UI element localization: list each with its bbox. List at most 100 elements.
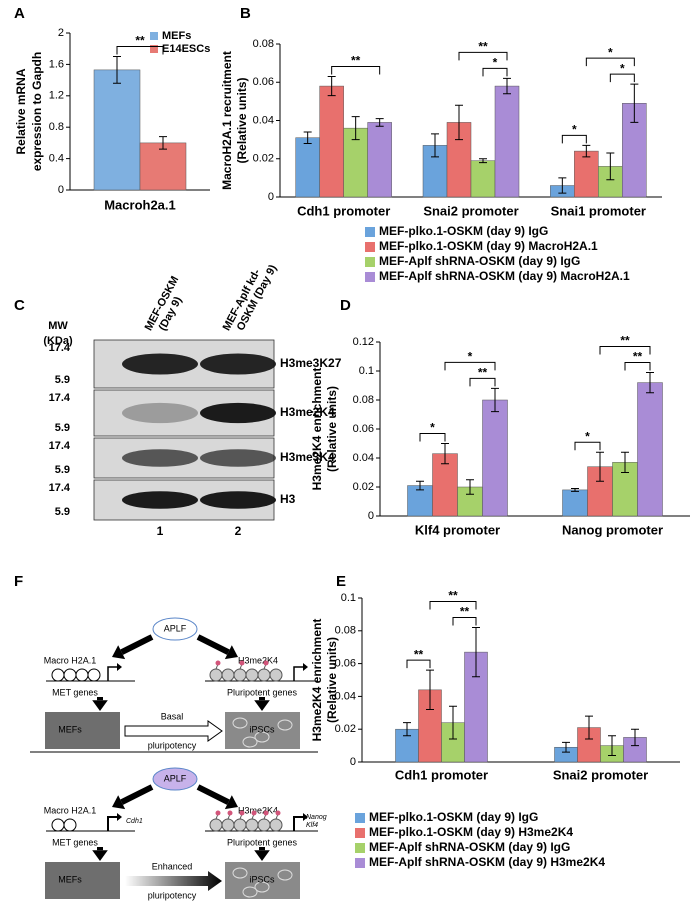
- error-bar: [441, 443, 449, 465]
- methyl-mark: [263, 810, 269, 816]
- arrow-label: Enhanced: [152, 861, 193, 871]
- panel-letter: C: [14, 297, 25, 314]
- process-arrow: [125, 871, 222, 891]
- significance-label: **: [620, 334, 630, 348]
- x-tick-label: Cdh1 promoter: [297, 203, 390, 218]
- error-bar: [455, 104, 463, 141]
- bar: [637, 382, 663, 517]
- significance-bracket: [469, 377, 496, 387]
- legend-swatch: [355, 813, 365, 823]
- legend-label: MEF-Aplf shRNA-OSKM (day 9) H3me2K4: [369, 855, 605, 869]
- significance-bracket: [624, 361, 651, 371]
- nucleosome: [257, 818, 271, 832]
- error-bar: [585, 715, 593, 740]
- significance-bracket: [482, 67, 508, 77]
- significance-label: *: [608, 45, 613, 59]
- legend-swatch: [355, 828, 365, 838]
- y-tick-label: 0.02: [335, 723, 356, 735]
- methyl-mark: [215, 810, 221, 816]
- error-bar: [631, 728, 639, 747]
- legend-label: MEF-plko.1-OSKM (day 9) IgG: [369, 810, 538, 824]
- gene-label: Pluripotent genes: [227, 837, 298, 847]
- significance-bracket: [406, 659, 431, 669]
- mw-marker: 5.9: [55, 422, 70, 434]
- legend-label: MEF-plko.1-OSKM (day 9) H3me2K4: [369, 825, 573, 839]
- legend-label: MEF-plko.1-OSKM (day 9) IgG: [379, 224, 548, 238]
- x-tick-label: Klf4 promoter: [415, 522, 500, 537]
- error-bar: [113, 56, 121, 84]
- process-label: pluripotency: [148, 740, 197, 750]
- y-tick-label: 0.08: [335, 625, 356, 637]
- y-tick-label: 0.02: [353, 481, 374, 493]
- colony: [232, 717, 248, 729]
- y-tick-label: 0: [368, 510, 374, 522]
- x-tick-label: Cdh1 promoter: [395, 767, 488, 782]
- methyl-mark: [215, 660, 221, 666]
- legend-swatch: [365, 227, 375, 237]
- methyl-mark: [227, 810, 233, 816]
- mark-label: Macro H2A.1: [44, 655, 97, 665]
- panel-letter: E: [336, 573, 346, 590]
- gene-label: Pluripotent genes: [227, 687, 298, 697]
- gene-name: Cdh1: [126, 818, 143, 825]
- significance-bracket: [116, 46, 164, 55]
- significance-bracket: [452, 617, 477, 626]
- methyl-mark: [239, 660, 245, 666]
- legend-label: MEF-plko.1-OSKM (day 9) MacroH2A.1: [379, 239, 598, 253]
- nucleosome: [221, 818, 235, 832]
- mw-marker: 17.4: [49, 482, 71, 494]
- cell-image: [45, 862, 120, 899]
- legend-swatch: [365, 242, 375, 252]
- y-tick-label: 0.04: [335, 690, 356, 702]
- mw-marker: 5.9: [55, 506, 70, 518]
- error-bar: [596, 451, 604, 482]
- cell-image: [45, 712, 120, 749]
- y-tick-label: 1.6: [49, 58, 64, 70]
- arrow-shaft: [120, 634, 154, 655]
- blot-label: H3me3K4: [280, 450, 335, 464]
- mw-marker: 17.4: [49, 392, 71, 404]
- promoter-head: [117, 663, 122, 671]
- error-bar: [558, 177, 567, 194]
- x-tick-label: Snai2 promoter: [423, 203, 518, 218]
- significance-bracket: [599, 345, 651, 355]
- panel-letter: A: [14, 5, 25, 22]
- error-bar: [503, 77, 511, 95]
- significance-bracket: [331, 66, 381, 75]
- bar: [295, 137, 320, 198]
- arrow-head: [112, 645, 126, 660]
- arrow-label: Basal: [161, 711, 184, 721]
- significance-label: **: [351, 54, 361, 68]
- lane-number: 1: [157, 524, 164, 538]
- legend-swatch: [365, 272, 375, 282]
- blot-band: [122, 402, 198, 424]
- y-tick-label: 0.1: [359, 365, 374, 377]
- bar: [407, 485, 433, 517]
- blot-band: [200, 449, 276, 467]
- significance-bracket: [429, 601, 477, 610]
- significance-bracket: [585, 57, 635, 67]
- x-tick-label: Snai1 promoter: [551, 203, 646, 218]
- error-bar: [472, 627, 480, 678]
- legend-swatch: [355, 858, 365, 868]
- error-bar: [351, 116, 360, 141]
- x-tick-label: Macroh2a.1: [104, 197, 176, 212]
- gene-name: Klf4: [306, 822, 318, 829]
- x-tick-label: Snai2 promoter: [553, 767, 648, 782]
- nucleosome: [63, 668, 77, 682]
- colony: [254, 731, 270, 743]
- legend-swatch: [150, 45, 158, 53]
- mw-marker: 5.9: [55, 464, 70, 476]
- y-tick-label: 0.08: [253, 38, 274, 50]
- blot-label: H3me2K4: [280, 405, 335, 419]
- error-bar: [479, 158, 487, 164]
- colony: [242, 886, 258, 898]
- nucleosome: [257, 668, 271, 682]
- nucleosome: [87, 668, 101, 682]
- error-bar: [630, 83, 639, 123]
- x-tick-label: Nanog promoter: [562, 522, 663, 537]
- significance-bracket: [574, 441, 601, 451]
- promoter-head: [303, 663, 308, 671]
- promoter-arrow: [293, 816, 304, 831]
- significance-label: *: [585, 429, 590, 443]
